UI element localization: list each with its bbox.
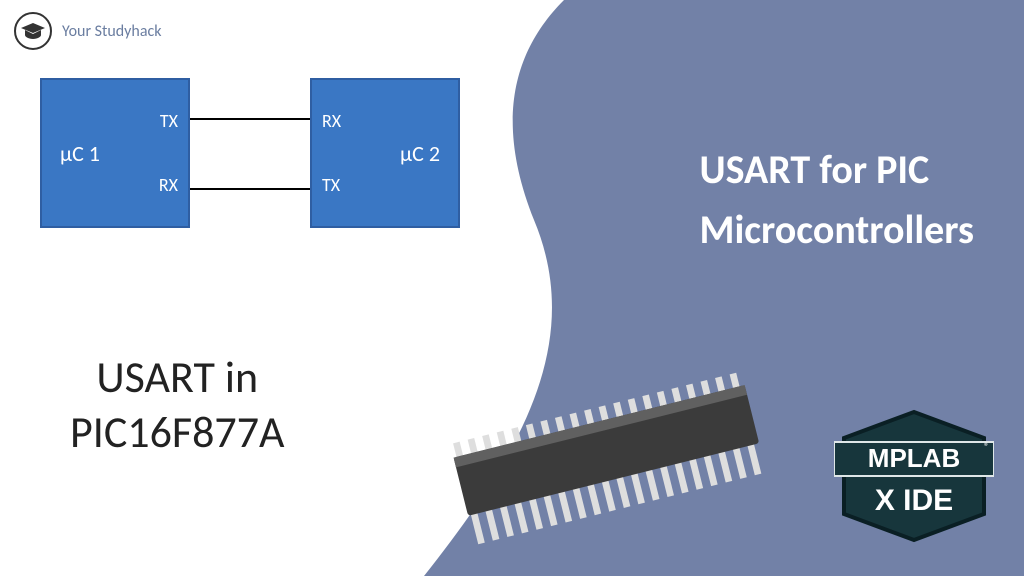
wire-tx-rx [190, 118, 310, 120]
left-title-line2: PIC16F877A [70, 405, 284, 460]
brand-logo: Your Studyhack [14, 12, 162, 50]
right-title-line2: Microcontrollers [700, 200, 974, 260]
right-title-line1: USART for PIC [700, 140, 974, 200]
left-title: USART in PIC16F877A [70, 350, 284, 460]
mc2-tx-label: TX [322, 174, 340, 196]
left-title-line1: USART in [70, 350, 284, 405]
right-title: USART for PIC Microcontrollers [700, 140, 974, 260]
graduation-cap-icon [14, 12, 52, 50]
svg-text:®: ® [984, 440, 989, 453]
mc2-box: RX TX µC 2 [310, 78, 460, 228]
wire-rx-tx [190, 188, 310, 190]
mc1-tx-label: TX [160, 110, 178, 132]
mc1-box: µC 1 TX RX [40, 78, 190, 228]
mc2-rx-label: RX [322, 110, 341, 132]
svg-text:X IDE: X IDE [875, 484, 953, 517]
mplab-logo: MPLAB ® X IDE [834, 406, 994, 546]
mc2-label: µC 2 [400, 140, 440, 167]
uart-diagram: µC 1 TX RX RX TX µC 2 [40, 78, 460, 248]
brand-name: Your Studyhack [62, 22, 162, 41]
mc1-label: µC 1 [60, 140, 100, 167]
svg-text:MPLAB: MPLAB [868, 443, 960, 473]
mc1-rx-label: RX [159, 174, 178, 196]
